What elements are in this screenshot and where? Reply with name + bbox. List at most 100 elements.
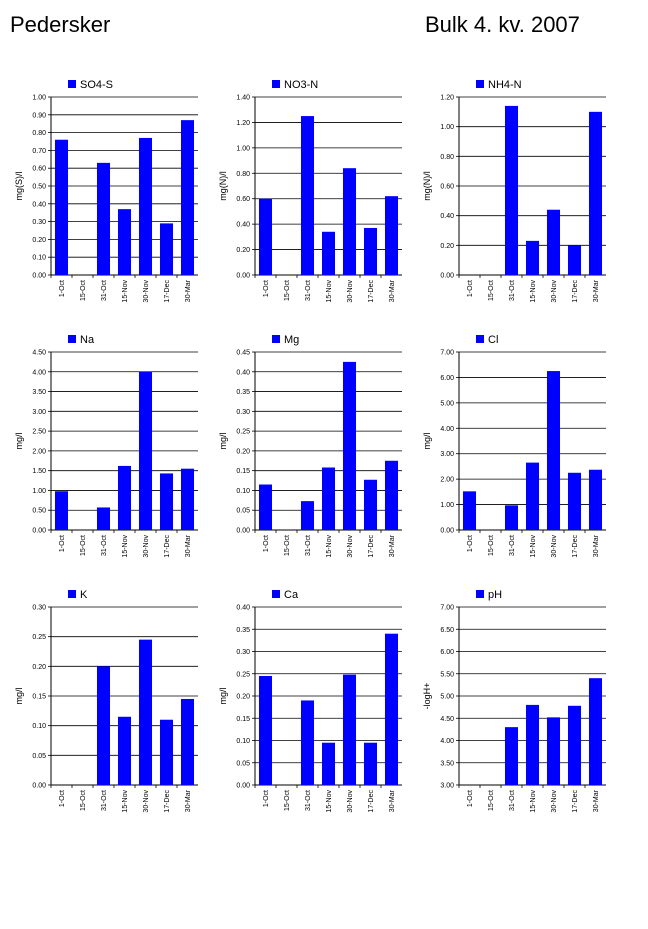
- y-axis-label: mg(S)/l: [14, 172, 24, 201]
- bar: [525, 462, 540, 530]
- y-tick-label: 6.00: [440, 649, 454, 656]
- x-tick-label: 1-Oct: [59, 535, 66, 552]
- y-tick-label: 0.40: [32, 201, 46, 208]
- y-tick-label: 0.00: [32, 273, 46, 280]
- bar: [504, 105, 519, 276]
- y-tick-label: 0.40: [236, 222, 250, 229]
- chart-k: K 0.00 0.05 0.10 0.15 0.20 0.25 0.30 mg/l 1-Oct 15…: [14, 589, 198, 813]
- bar: [321, 231, 336, 275]
- legend-label: NO3-N: [284, 79, 318, 91]
- x-tick-label: 30-Nov: [551, 280, 558, 303]
- bar: [363, 479, 378, 530]
- y-tick-label: 4.50: [32, 350, 46, 357]
- x-tick-label: 30-Mar: [593, 279, 600, 302]
- bar: [588, 111, 603, 275]
- y-tick-label: 0.20: [32, 664, 46, 671]
- x-tick-label: 30-Mar: [389, 279, 396, 302]
- y-tick-label: 1.00: [32, 488, 46, 495]
- y-tick-label: 0.00: [32, 783, 46, 790]
- bar: [321, 742, 336, 785]
- bar: [300, 501, 315, 530]
- y-tick-label: 0.60: [236, 196, 250, 203]
- bar: [342, 168, 357, 275]
- x-tick-label: 1-Oct: [467, 280, 474, 297]
- y-tick-label: 0.30: [32, 605, 46, 612]
- y-axis-label: -logH+: [422, 683, 432, 710]
- y-tick-label: 3.00: [32, 409, 46, 416]
- x-tick-label: 15-Nov: [326, 790, 333, 813]
- y-tick-label: 0.00: [236, 273, 250, 280]
- x-tick-label: 17-Dec: [368, 790, 375, 813]
- bar: [546, 717, 561, 785]
- y-tick-label: 0.45: [236, 350, 250, 357]
- legend-label: Ca: [284, 589, 299, 601]
- y-axis-label: mg(N)/l: [422, 171, 432, 201]
- legend-swatch: [68, 335, 76, 343]
- x-tick-label: 31-Oct: [305, 790, 312, 811]
- x-tick-label: 17-Dec: [164, 535, 171, 558]
- bar: [300, 700, 315, 785]
- y-tick-label: 0.15: [32, 694, 46, 701]
- x-tick-label: 31-Oct: [305, 535, 312, 556]
- y-tick-label: 0.70: [32, 148, 46, 155]
- bar: [180, 468, 195, 530]
- legend-label: NH4-N: [488, 79, 522, 91]
- y-tick-label: 3.50: [440, 760, 454, 767]
- legend-swatch: [272, 590, 280, 598]
- y-tick-label: 1.40: [236, 95, 250, 102]
- x-tick-label: 30-Nov: [143, 280, 150, 303]
- y-tick-label: 4.00: [32, 369, 46, 376]
- x-tick-label: 30-Nov: [551, 790, 558, 813]
- y-tick-label: 0.00: [440, 273, 454, 280]
- y-tick-label: 1.50: [32, 468, 46, 475]
- x-tick-label: 17-Dec: [164, 280, 171, 303]
- bar: [300, 116, 315, 275]
- x-tick-label: 1-Oct: [263, 280, 270, 297]
- y-tick-label: 1.00: [440, 502, 454, 509]
- bar: [588, 469, 603, 530]
- x-tick-label: 15-Nov: [326, 535, 333, 558]
- y-axis-label: mg/l: [422, 432, 432, 449]
- bar: [546, 209, 561, 275]
- x-tick-label: 17-Dec: [368, 280, 375, 303]
- bar: [363, 227, 378, 275]
- x-tick-label: 15-Oct: [488, 280, 495, 301]
- legend-swatch: [68, 590, 76, 598]
- bar: [138, 137, 153, 275]
- y-axis-label: mg(N)/l: [218, 171, 228, 201]
- legend-swatch: [476, 335, 484, 343]
- y-tick-label: 0.40: [440, 213, 454, 220]
- y-tick-label: 0.00: [236, 783, 250, 790]
- x-tick-label: 1-Oct: [59, 280, 66, 297]
- y-tick-label: 0.00: [236, 528, 250, 535]
- bar: [384, 460, 399, 530]
- legend-swatch: [476, 590, 484, 598]
- chart-ca: Ca 0.00 0.05 0.10 0.15 0.20 0.25 0.30 0.35 0.40 mg…: [218, 589, 402, 813]
- y-tick-label: 6.00: [440, 375, 454, 382]
- y-tick-label: 1.00: [236, 145, 250, 152]
- y-tick-label: 3.00: [440, 783, 454, 790]
- x-tick-label: 17-Dec: [164, 790, 171, 813]
- y-tick-label: 4.00: [440, 426, 454, 433]
- legend-label: Mg: [284, 334, 299, 346]
- y-tick-label: 0.30: [236, 649, 250, 656]
- x-tick-label: 30-Nov: [347, 790, 354, 813]
- x-tick-label: 30-Nov: [347, 535, 354, 558]
- x-tick-label: 30-Nov: [347, 280, 354, 303]
- x-tick-label: 31-Oct: [101, 280, 108, 301]
- x-tick-label: 30-Nov: [143, 790, 150, 813]
- y-tick-label: 0.15: [236, 468, 250, 475]
- x-tick-label: 15-Oct: [80, 535, 87, 556]
- y-tick-label: 1.00: [32, 95, 46, 102]
- y-axis-label: mg/l: [14, 432, 24, 449]
- x-tick-label: 30-Mar: [185, 279, 192, 302]
- x-tick-label: 17-Dec: [572, 280, 579, 303]
- bar: [96, 162, 111, 275]
- y-tick-label: 5.00: [440, 400, 454, 407]
- bar: [159, 719, 174, 785]
- bar: [117, 209, 132, 275]
- bar: [342, 674, 357, 785]
- y-tick-label: 1.20: [236, 120, 250, 127]
- bar: [504, 727, 519, 785]
- y-tick-label: 2.50: [32, 429, 46, 436]
